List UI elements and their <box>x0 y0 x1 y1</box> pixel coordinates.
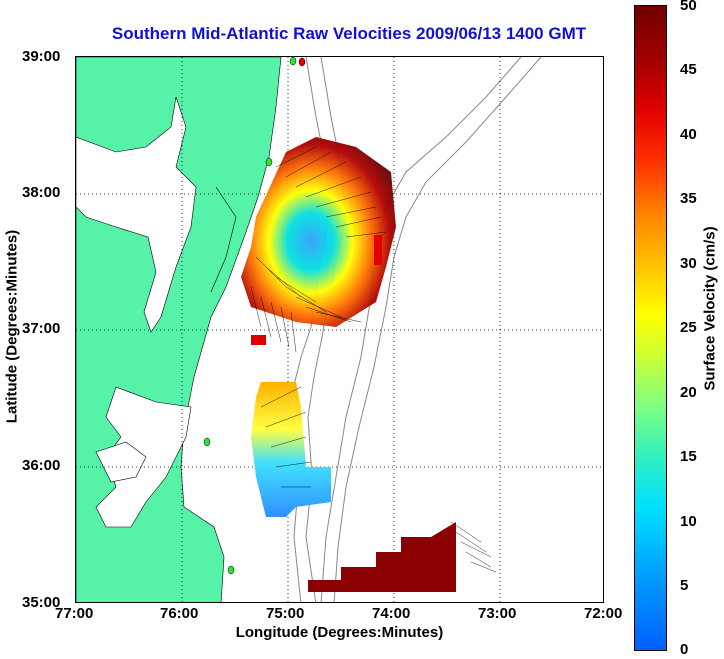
colorbar-tick: 0 <box>680 641 689 658</box>
station-marker <box>289 57 297 66</box>
xtick-label: 75:00 <box>266 605 305 622</box>
ytick-label: 39:00 <box>22 48 61 65</box>
colorbar-tick: 45 <box>680 61 697 78</box>
velocity-cell-east <box>374 235 382 265</box>
colorbar-tick: 35 <box>680 190 697 207</box>
ytick-label: 38:00 <box>22 184 61 201</box>
colorbar-tick: 20 <box>680 384 697 401</box>
colorbar-tick: 30 <box>680 255 697 272</box>
colorbar-tick: 10 <box>680 513 697 530</box>
delmarva-coast <box>210 186 237 293</box>
xtick-label: 76:00 <box>160 605 199 622</box>
map-panel <box>75 56 604 603</box>
colorbar-label: Surface Velocity (cm/s) <box>701 226 719 391</box>
y-axis-label: Latitude (Degrees:Minutes) <box>3 229 21 424</box>
station-marker <box>265 157 273 167</box>
velocity-field-southeast <box>308 522 456 592</box>
colorbar-tick: 50 <box>680 0 697 14</box>
colorbar-tick: 25 <box>680 319 697 336</box>
map-canvas <box>76 57 603 602</box>
ytick-label: 35:00 <box>22 594 61 611</box>
velocity-vectors <box>250 146 497 573</box>
colorbar-tick: 15 <box>680 448 697 465</box>
chesapeake-bay <box>76 96 197 333</box>
xtick-label: 72:00 <box>584 605 623 622</box>
colorbar-tick: 40 <box>680 126 697 143</box>
station-marker-red <box>298 57 306 67</box>
xtick-label: 77:00 <box>55 605 94 622</box>
colorbar-tick: 5 <box>680 577 689 594</box>
stations <box>203 57 297 575</box>
station-marker <box>227 565 235 575</box>
ytick-label: 37:00 <box>22 320 61 337</box>
xtick-label: 74:00 <box>372 605 411 622</box>
station-marker <box>203 437 211 447</box>
x-axis-label: Longitude (Degrees:Minutes) <box>235 624 444 641</box>
map-title: Southern Mid-Atlantic Raw Velocities 200… <box>111 24 587 43</box>
xtick-label: 73:00 <box>478 605 517 622</box>
colorbar <box>634 5 667 651</box>
velocity-field-south <box>251 382 331 517</box>
ytick-label: 36:00 <box>22 457 61 474</box>
velocity-cell-small <box>251 335 266 345</box>
